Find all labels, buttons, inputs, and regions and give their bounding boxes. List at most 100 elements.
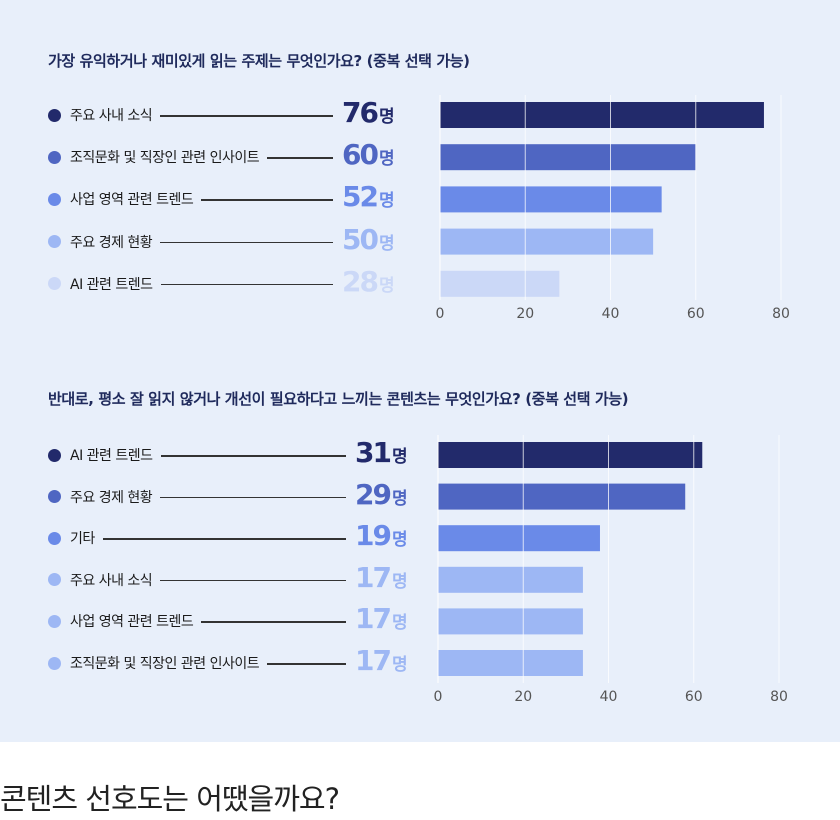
legend-row: AI 관련 트렌드 31 명 <box>48 436 435 470</box>
value-label: 31 명 <box>355 436 408 469</box>
leader-line <box>160 241 333 244</box>
chart-2: 0 20 40 60 80 <box>434 435 788 705</box>
value-unit: 명 <box>378 149 395 170</box>
category-label: 기타 <box>70 531 95 548</box>
bar <box>438 483 686 510</box>
tick-label: 0 <box>434 689 443 705</box>
legend-dot-icon <box>48 614 61 628</box>
value-unit: 명 <box>391 655 408 675</box>
bar <box>440 102 764 128</box>
legend-row: 주요 경제 현황 29 명 <box>48 478 435 512</box>
value-number: 31 <box>355 436 392 469</box>
value-label: 76 명 <box>342 96 395 129</box>
legend-dot-icon <box>48 235 61 249</box>
value-unit: 명 <box>391 447 408 467</box>
value-number: 60 <box>342 138 379 172</box>
value-number: 17 <box>355 560 392 594</box>
value-label: 19 명 <box>355 519 408 552</box>
legend-dot-icon <box>48 490 61 504</box>
leader-line <box>102 538 346 540</box>
legend-row: AI 관련 트렌드 28 명 <box>48 265 422 299</box>
leader-line <box>267 157 333 159</box>
category-label: AI 관련 트렌드 <box>70 276 153 293</box>
legend-dot-icon <box>48 573 61 587</box>
value-number: 28 <box>342 264 379 298</box>
value-number: 19 <box>355 519 392 553</box>
value-label: 60 명 <box>342 138 395 171</box>
chart-title: 가장 유익하거나 재미있게 읽는 주제는 무엇인가요? (중복 선택 가능) <box>48 52 470 70</box>
leader-line <box>201 621 346 623</box>
category-label: 주요 경제 현황 <box>70 234 153 251</box>
value-number: 17 <box>355 602 392 636</box>
section-heading: 콘텐츠 선호도는 어땠을까요? <box>0 782 340 816</box>
value-label: 17 명 <box>355 602 408 635</box>
legend-dot-icon <box>48 150 61 164</box>
value-unit: 명 <box>391 613 408 634</box>
bar <box>438 525 600 552</box>
category-label: 조직문화 및 직장인 관련 인사이트 <box>70 150 260 167</box>
bar <box>438 650 583 676</box>
legend-dot-icon <box>48 531 61 545</box>
category-label: 주요 경제 현황 <box>70 489 153 506</box>
bar <box>440 270 560 297</box>
legend-dot-icon <box>48 192 61 206</box>
bar <box>440 186 662 213</box>
value-unit: 명 <box>378 107 395 127</box>
bar <box>438 442 703 468</box>
tick-label: 0 <box>436 306 445 322</box>
legend-row: 사업 영역 관련 트렌드 17 명 <box>48 602 435 636</box>
chart-title: 반대로, 평소 잘 읽지 않거나 개선이 필요하다고 느끼는 콘텐츠는 무엇인가… <box>48 390 629 408</box>
category-label: 주요 사내 소식 <box>70 572 153 589</box>
value-unit: 명 <box>378 233 395 254</box>
value-unit: 명 <box>378 275 395 296</box>
value-number: 17 <box>355 644 392 677</box>
category-label: 사업 영역 관련 트렌드 <box>70 614 194 631</box>
bar <box>440 228 654 255</box>
bar <box>440 144 696 171</box>
leader-line <box>160 579 346 582</box>
leader-line <box>160 455 346 457</box>
leader-line <box>160 283 333 286</box>
category-label: 조직문화 및 직장인 관련 인사이트 <box>70 656 260 672</box>
legend-row: 조직문화 및 직장인 관련 인사이트 60 명 <box>48 138 422 172</box>
value-label: 29 명 <box>355 478 408 511</box>
tick-label: 80 <box>772 306 790 322</box>
leader-line <box>201 199 333 201</box>
value-number: 76 <box>342 96 379 129</box>
value-unit: 명 <box>391 571 408 592</box>
value-number: 50 <box>342 222 379 256</box>
legend-row: 주요 경제 현황 50 명 <box>48 223 422 257</box>
bar <box>438 566 583 593</box>
value-label: 17 명 <box>355 644 408 677</box>
value-label: 17 명 <box>355 561 408 594</box>
chart-1: 0 20 40 60 80 <box>436 95 790 322</box>
legend-row: 조직문화 및 직장인 관련 인사이트 17 명 <box>48 644 435 678</box>
tick-label: 20 <box>516 306 534 322</box>
value-unit: 명 <box>391 488 408 509</box>
value-unit: 명 <box>378 191 395 212</box>
legend-row: 기타 19 명 <box>48 519 435 553</box>
value-label: 28 명 <box>342 265 395 298</box>
tick-label: 40 <box>602 306 620 322</box>
tick-label: 60 <box>687 306 705 322</box>
value-unit: 명 <box>391 530 408 551</box>
legend-row: 주요 사내 소식 17 명 <box>48 561 435 595</box>
category-label: AI 관련 트렌드 <box>70 448 153 464</box>
value-label: 50 명 <box>342 223 395 256</box>
leader-line <box>267 663 346 665</box>
legend-row: 주요 사내 소식 76 명 <box>48 96 422 130</box>
value-number: 29 <box>355 477 392 511</box>
legend-row: 사업 영역 관련 트렌드 52 명 <box>48 180 422 214</box>
tick-label: 40 <box>600 689 618 705</box>
tick-label: 20 <box>514 689 532 705</box>
leader-line <box>160 496 346 499</box>
legend-dot-icon <box>48 108 61 122</box>
legend-dot-icon <box>48 656 61 670</box>
category-label: 주요 사내 소식 <box>70 108 153 124</box>
tick-label: 60 <box>685 689 703 705</box>
legend-dot-icon <box>48 448 61 462</box>
charts-canvas: 0 20 40 60 80 0 20 40 60 80 <box>434 95 790 705</box>
category-label: 사업 영역 관련 트렌드 <box>70 192 194 209</box>
value-label: 52 명 <box>342 180 395 213</box>
bar <box>438 608 583 635</box>
